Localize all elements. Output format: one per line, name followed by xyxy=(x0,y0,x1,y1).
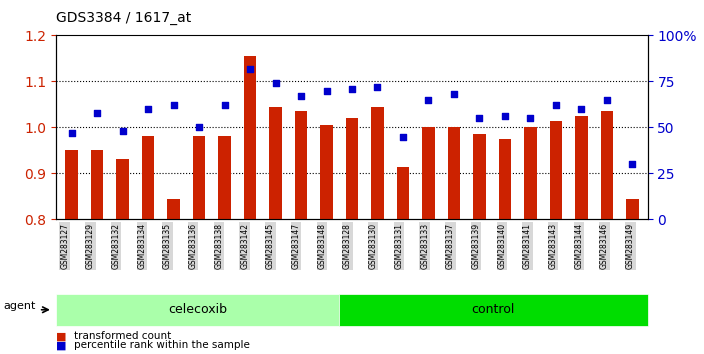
Text: GSM283138: GSM283138 xyxy=(215,223,223,269)
Point xyxy=(551,103,562,108)
Text: ■: ■ xyxy=(56,340,67,350)
Point xyxy=(117,128,128,134)
Bar xyxy=(473,134,486,354)
Text: GSM283129: GSM283129 xyxy=(86,223,95,269)
Text: GSM283135: GSM283135 xyxy=(163,223,172,269)
Bar xyxy=(371,107,384,354)
Text: GSM283127: GSM283127 xyxy=(60,223,69,269)
Point xyxy=(474,115,485,121)
Bar xyxy=(116,159,129,354)
Text: GDS3384 / 1617_at: GDS3384 / 1617_at xyxy=(56,11,191,25)
Bar xyxy=(346,118,358,354)
Text: agent: agent xyxy=(4,301,36,311)
Point xyxy=(168,103,180,108)
Point xyxy=(66,130,77,136)
Text: GSM283137: GSM283137 xyxy=(446,223,455,269)
Bar xyxy=(601,111,613,354)
Bar xyxy=(269,107,282,354)
Bar xyxy=(498,139,511,354)
Text: celecoxib: celecoxib xyxy=(168,303,227,316)
Point xyxy=(244,66,256,72)
Bar xyxy=(626,199,639,354)
Text: GSM283136: GSM283136 xyxy=(189,223,198,269)
Point xyxy=(448,91,460,97)
Point xyxy=(627,161,638,167)
Point xyxy=(219,103,230,108)
Text: GSM283132: GSM283132 xyxy=(112,223,120,269)
Text: GSM283144: GSM283144 xyxy=(574,223,584,269)
Text: GSM283147: GSM283147 xyxy=(291,223,301,269)
Text: GSM283133: GSM283133 xyxy=(420,223,429,269)
Point xyxy=(142,106,153,112)
Text: GSM283131: GSM283131 xyxy=(394,223,403,269)
Point xyxy=(321,88,332,93)
Point xyxy=(372,84,383,90)
Bar xyxy=(320,125,333,354)
Text: GSM283142: GSM283142 xyxy=(240,223,249,269)
Bar xyxy=(575,116,588,354)
Text: GSM283148: GSM283148 xyxy=(318,223,326,269)
Bar xyxy=(142,136,154,354)
Point xyxy=(499,114,510,119)
Bar xyxy=(295,111,308,354)
Bar xyxy=(244,56,256,354)
Text: transformed count: transformed count xyxy=(74,331,171,341)
Text: control: control xyxy=(472,303,515,316)
Text: ■: ■ xyxy=(56,331,67,341)
Text: GSM283130: GSM283130 xyxy=(369,223,378,269)
Point xyxy=(524,115,536,121)
Bar xyxy=(65,149,78,354)
Point xyxy=(296,93,307,99)
Bar xyxy=(524,127,536,354)
Bar xyxy=(396,166,409,354)
Bar xyxy=(167,199,180,354)
Point xyxy=(576,106,587,112)
Text: percentile rank within the sample: percentile rank within the sample xyxy=(74,340,250,350)
Text: GSM283143: GSM283143 xyxy=(548,223,558,269)
Text: GSM283149: GSM283149 xyxy=(626,223,635,269)
Text: GSM283146: GSM283146 xyxy=(600,223,609,269)
Point xyxy=(270,80,281,86)
Point xyxy=(346,86,358,92)
Text: GSM283140: GSM283140 xyxy=(497,223,506,269)
Text: GSM283139: GSM283139 xyxy=(472,223,481,269)
Bar xyxy=(448,127,460,354)
Bar xyxy=(193,136,206,354)
Point xyxy=(92,110,103,115)
Text: GSM283145: GSM283145 xyxy=(266,223,275,269)
Text: GSM283134: GSM283134 xyxy=(137,223,146,269)
Text: GSM283141: GSM283141 xyxy=(523,223,532,269)
Point xyxy=(194,125,205,130)
Text: GSM283128: GSM283128 xyxy=(343,223,352,269)
Point xyxy=(423,97,434,103)
Point xyxy=(601,97,612,103)
Point xyxy=(397,134,408,139)
Bar xyxy=(91,149,103,354)
Bar xyxy=(550,120,562,354)
Bar xyxy=(422,127,435,354)
Bar xyxy=(218,136,231,354)
